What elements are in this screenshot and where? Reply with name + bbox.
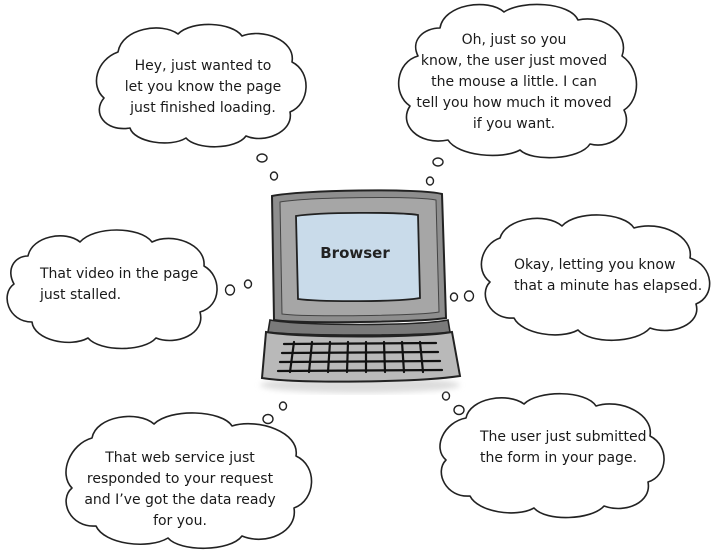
bubble-form-submitted	[439, 392, 665, 519]
keyboard-keys	[276, 340, 444, 374]
bubble-web-service	[65, 412, 313, 550]
laptop-screen	[295, 211, 421, 303]
bubble-minute-elapsed	[480, 214, 711, 342]
thought-dots-form-submitted	[441, 391, 465, 416]
bubble-text-form-submitted: The user just submitted the form in your…	[480, 429, 647, 466]
bubble-text-minute-elapsed: Okay, letting you know that a minute has…	[514, 257, 703, 294]
thought-dots-web-service	[262, 401, 288, 425]
thought-dots-minute-elapsed	[449, 290, 475, 302]
thought-dots-page-loaded	[256, 153, 279, 181]
bubble-text-video-stalled: That video in the page just stalled.	[40, 266, 199, 303]
browser-label: Browser	[320, 244, 390, 262]
bubble-mouse-moved	[397, 3, 638, 159]
bubble-text-web-service: That web service just responded to your …	[84, 450, 276, 529]
thought-dots-video-stalled	[224, 279, 253, 296]
bubble-video-stalled	[6, 229, 218, 350]
laptop-illustration	[260, 189, 462, 393]
bubble-text-mouse-moved: Oh, just so you know, the user just move…	[416, 32, 612, 132]
thought-dots-mouse-moved	[425, 157, 444, 186]
bubble-page-loaded	[95, 23, 307, 148]
bubble-text-page-loaded: Hey, just wanted to let you know the pag…	[124, 58, 282, 116]
